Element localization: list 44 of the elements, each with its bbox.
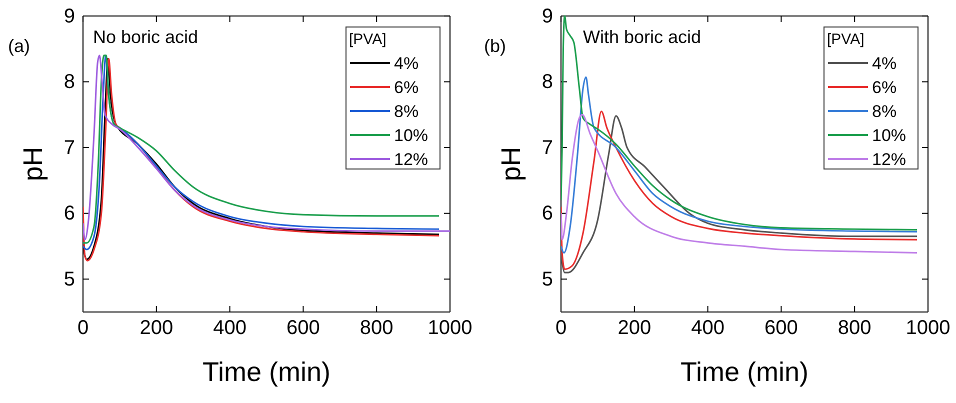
- legend-title: [PVA]: [827, 31, 864, 48]
- legend-title: [PVA]: [349, 31, 386, 48]
- x-tick-label: 800: [838, 317, 872, 340]
- x-tick-label: 600: [764, 317, 798, 340]
- legend-label: 8%: [394, 102, 419, 121]
- y-tick-label: 9: [64, 5, 75, 28]
- legend-label: 10%: [394, 126, 428, 145]
- text: (b): [484, 36, 506, 56]
- y-tick-label: 5: [64, 268, 75, 291]
- y-tick-label: 7: [542, 136, 553, 159]
- legend-label: 6%: [394, 78, 419, 97]
- x-tick-label: 800: [360, 317, 394, 340]
- legend-label: 4%: [394, 54, 419, 73]
- x-axis-title: Time (min): [680, 357, 808, 387]
- legend-label: 12%: [394, 150, 428, 169]
- x-tick-label: 0: [555, 317, 567, 340]
- y-tick-label: 8: [542, 71, 553, 94]
- text: (a): [8, 36, 30, 56]
- legend-label: 12%: [872, 150, 906, 169]
- legend-label: 6%: [872, 78, 897, 97]
- annotation: With boric acid: [583, 27, 702, 47]
- x-tick-label: 400: [691, 317, 724, 340]
- y-tick-label: 5: [542, 268, 553, 291]
- line-series: [561, 15, 918, 231]
- y-axis-title: pH: [18, 146, 48, 182]
- x-tick-label: 0: [77, 317, 89, 340]
- x-tick-label: 1000: [428, 317, 472, 340]
- y-tick-label: 9: [542, 5, 553, 28]
- x-tick-label: 400: [213, 317, 246, 340]
- legend-label: 4%: [872, 54, 897, 73]
- x-tick-label: 200: [140, 317, 174, 340]
- y-tick-label: 8: [64, 71, 75, 94]
- x-tick-label: 1000: [906, 317, 950, 340]
- x-tick-label: 200: [618, 317, 652, 340]
- x-tick-label: 600: [286, 317, 320, 340]
- y-tick-label: 6: [542, 202, 553, 225]
- legend-label: 10%: [872, 126, 906, 145]
- y-tick-label: 7: [64, 136, 75, 159]
- annotation: No boric acid: [93, 27, 198, 47]
- line-series: [561, 76, 918, 254]
- y-tick-label: 6: [64, 202, 75, 225]
- y-axis-title: pH: [496, 146, 526, 182]
- x-axis-title: Time (min): [202, 357, 330, 387]
- legend-label: 8%: [872, 102, 897, 121]
